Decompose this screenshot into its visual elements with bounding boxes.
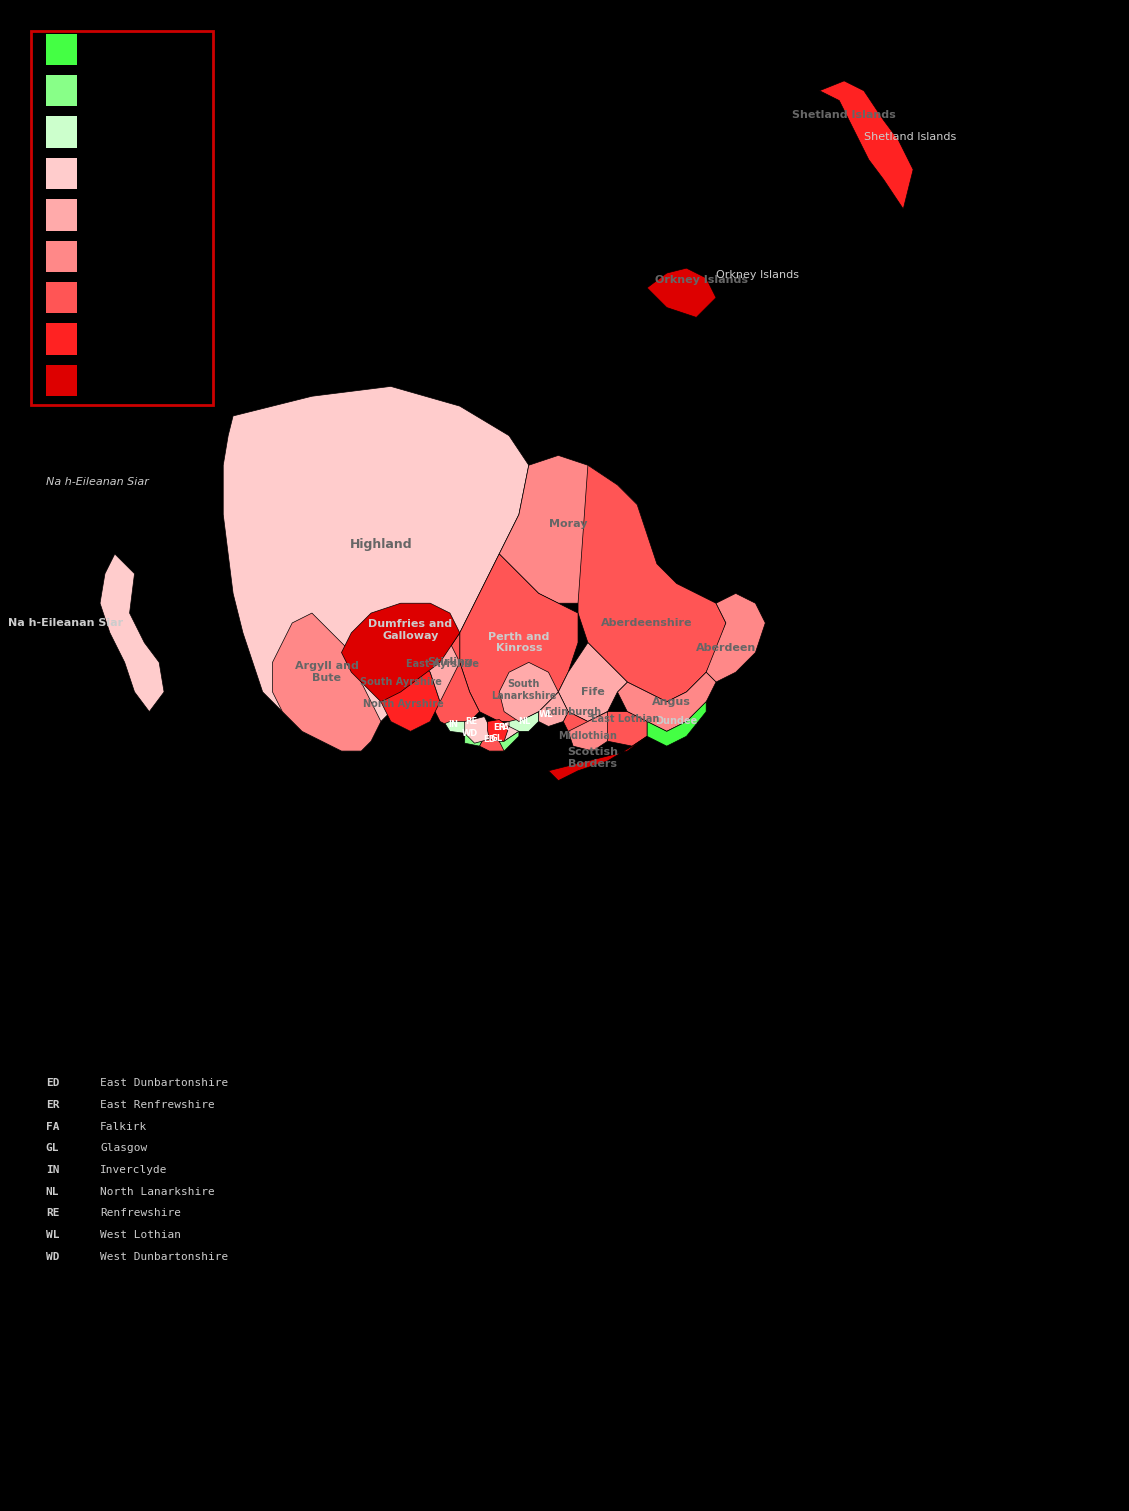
Polygon shape	[559, 642, 628, 721]
Text: East Ayrshire: East Ayrshire	[405, 659, 479, 669]
Text: ER: ER	[493, 722, 506, 731]
Polygon shape	[568, 712, 607, 751]
Polygon shape	[509, 712, 539, 731]
Bar	[46, 323, 78, 355]
Text: West Lothian: West Lothian	[100, 1230, 181, 1241]
Bar	[46, 116, 78, 148]
Text: WL: WL	[46, 1230, 60, 1241]
Polygon shape	[597, 712, 647, 746]
Text: Glasgow: Glasgow	[100, 1144, 147, 1153]
Bar	[46, 199, 78, 231]
Text: Na h-Eileanan Siar: Na h-Eileanan Siar	[46, 477, 149, 487]
Text: Inverclyde: Inverclyde	[100, 1165, 167, 1176]
Bar	[46, 76, 78, 106]
Text: Stirling: Stirling	[427, 657, 473, 668]
Polygon shape	[391, 681, 430, 731]
Polygon shape	[460, 555, 578, 721]
Bar	[46, 240, 78, 272]
Polygon shape	[488, 719, 509, 742]
Polygon shape	[489, 721, 519, 742]
Text: Midlothian: Midlothian	[559, 731, 618, 742]
Text: South Ayrshire: South Ayrshire	[360, 677, 441, 688]
Text: East Renfrewshire: East Renfrewshire	[100, 1100, 215, 1111]
Polygon shape	[430, 633, 480, 731]
Polygon shape	[465, 716, 489, 743]
Bar	[46, 33, 78, 65]
Polygon shape	[272, 613, 380, 751]
Polygon shape	[820, 82, 913, 209]
Text: WL: WL	[539, 710, 553, 719]
Text: Shetland Islands: Shetland Islands	[864, 131, 956, 142]
Text: North Lanarkshire: North Lanarkshire	[100, 1186, 215, 1197]
Text: Renfrewshire: Renfrewshire	[100, 1209, 181, 1218]
Text: FA: FA	[46, 1121, 60, 1132]
Text: GL: GL	[490, 734, 502, 743]
Polygon shape	[499, 662, 559, 721]
Text: ED: ED	[483, 734, 496, 743]
Text: Argyll and
Bute: Argyll and Bute	[295, 662, 359, 683]
Text: ED: ED	[46, 1079, 60, 1088]
Text: Aberdeen: Aberdeen	[695, 642, 756, 653]
Text: North Ayrshire: North Ayrshire	[364, 698, 444, 709]
Text: Moray: Moray	[549, 520, 587, 529]
Text: Scottish
Borders: Scottish Borders	[568, 746, 619, 769]
Text: Dumfries and
Galloway: Dumfries and Galloway	[368, 620, 453, 641]
Polygon shape	[480, 736, 505, 751]
Bar	[30, 30, 213, 405]
Text: Highland: Highland	[350, 538, 412, 550]
Text: NL: NL	[46, 1186, 60, 1197]
Polygon shape	[549, 736, 647, 781]
Polygon shape	[499, 455, 647, 603]
Text: Dundee: Dundee	[656, 716, 698, 727]
Polygon shape	[341, 603, 460, 701]
Polygon shape	[489, 731, 519, 751]
Text: FA: FA	[499, 722, 509, 731]
Text: Edinburgh: Edinburgh	[544, 707, 602, 716]
Text: NL: NL	[518, 718, 531, 725]
Bar	[46, 157, 78, 189]
Text: Aberdeenshire: Aberdeenshire	[602, 618, 693, 629]
Bar	[46, 364, 78, 396]
Polygon shape	[539, 692, 568, 727]
Text: Orkney Islands: Orkney Islands	[655, 275, 747, 286]
Text: Na h-Eileanan Siar: Na h-Eileanan Siar	[8, 618, 123, 629]
Polygon shape	[465, 733, 484, 746]
Polygon shape	[563, 712, 607, 736]
Polygon shape	[706, 594, 765, 681]
Text: Perth and
Kinross: Perth and Kinross	[488, 632, 550, 653]
Polygon shape	[647, 267, 716, 317]
Text: Orkney Islands: Orkney Islands	[716, 270, 799, 280]
Bar	[46, 283, 78, 313]
Text: RE: RE	[465, 718, 478, 725]
Text: WD: WD	[46, 1251, 60, 1262]
Text: IN: IN	[46, 1165, 60, 1176]
Text: East Dunbartonshire: East Dunbartonshire	[100, 1079, 228, 1088]
Text: Falkirk: Falkirk	[100, 1121, 147, 1132]
Text: Shetland Islands: Shetland Islands	[793, 110, 896, 121]
Text: RE: RE	[46, 1209, 60, 1218]
Polygon shape	[578, 465, 726, 701]
Polygon shape	[618, 672, 716, 731]
Polygon shape	[391, 633, 460, 701]
Polygon shape	[470, 721, 499, 742]
Text: East Lothian: East Lothian	[592, 713, 659, 724]
Polygon shape	[224, 387, 528, 751]
Text: South
Lanarkshire: South Lanarkshire	[491, 678, 557, 701]
Text: WD: WD	[462, 728, 478, 737]
Polygon shape	[100, 555, 164, 712]
Text: ER: ER	[46, 1100, 60, 1111]
Text: Angus: Angus	[653, 697, 691, 707]
Text: Fife: Fife	[581, 688, 605, 697]
Polygon shape	[371, 653, 440, 731]
Polygon shape	[647, 701, 706, 746]
Text: GL: GL	[46, 1144, 60, 1153]
Text: IN: IN	[448, 719, 458, 728]
Polygon shape	[445, 721, 470, 736]
Text: West Dunbartonshire: West Dunbartonshire	[100, 1251, 228, 1262]
